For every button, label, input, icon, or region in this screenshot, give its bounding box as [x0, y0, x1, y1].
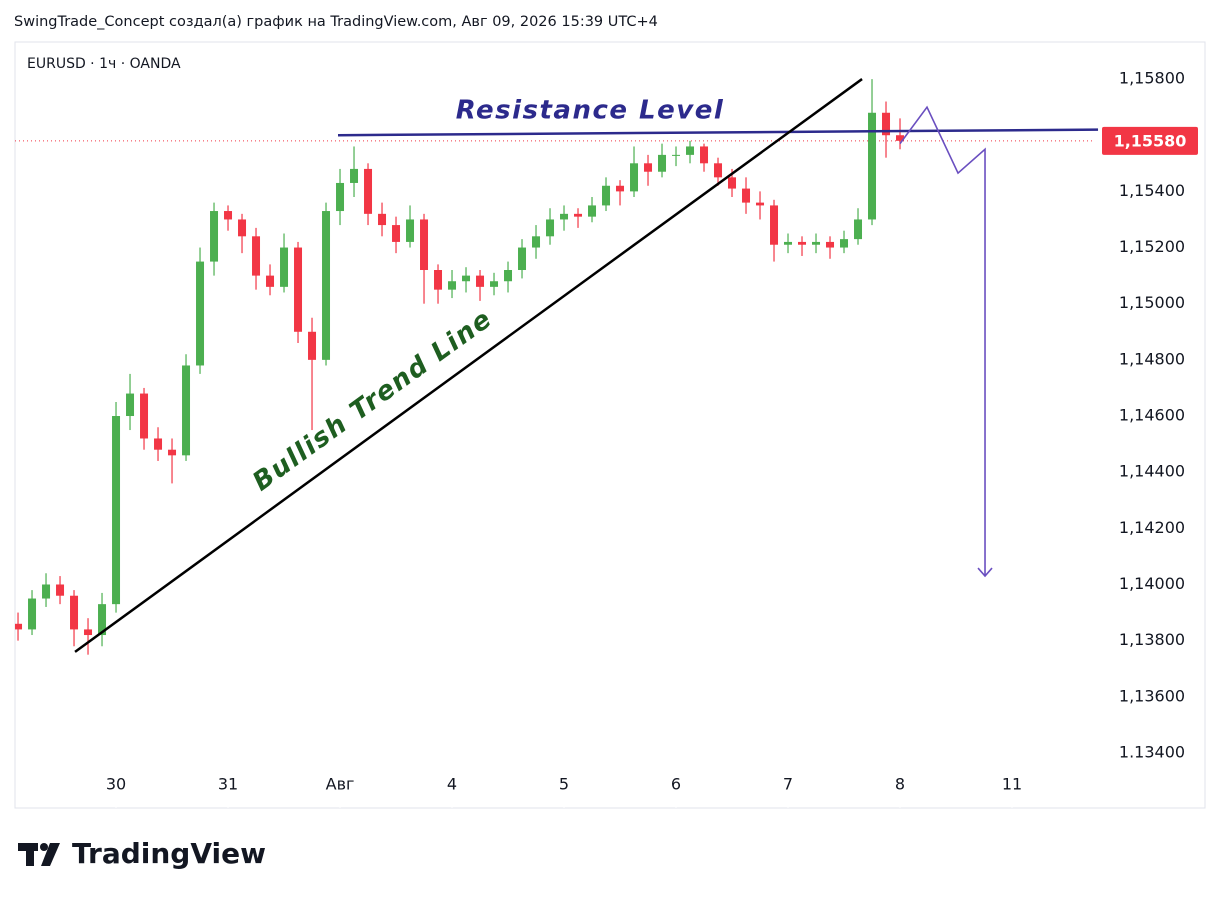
y-tick-label: 1,14000	[1119, 574, 1185, 593]
x-tick-label: 4	[447, 775, 457, 794]
last-price-label: 1,15580	[1114, 131, 1187, 150]
candle-body	[336, 182, 345, 212]
annotation-line	[74, 78, 863, 653]
x-tick-label: 31	[218, 775, 238, 794]
candle-body	[658, 154, 667, 172]
candle-body	[350, 168, 359, 183]
candle-body	[714, 163, 723, 178]
y-tick-label: 1.13400	[1119, 742, 1185, 761]
annotation-line	[337, 128, 1099, 137]
x-tick-label: 8	[895, 775, 905, 794]
candle-body	[84, 629, 93, 636]
candle-body	[532, 236, 541, 248]
candle-body	[644, 163, 653, 172]
candle-body	[56, 584, 65, 596]
candle-body	[476, 275, 485, 287]
candle-body	[238, 219, 247, 237]
candle-body	[182, 365, 191, 456]
candle-body	[322, 211, 331, 360]
candle-body	[840, 239, 849, 248]
candle-body	[798, 241, 807, 245]
y-tick-label: 1,15200	[1119, 237, 1185, 256]
candle-body	[406, 219, 415, 242]
candle-body	[518, 247, 527, 271]
candle-body	[504, 270, 513, 282]
candle-body	[196, 261, 205, 366]
candle-body	[434, 270, 443, 290]
x-tick-label: 7	[783, 775, 793, 794]
last-price-tag	[1102, 126, 1198, 155]
candle-body	[70, 595, 79, 630]
chart-frame	[14, 41, 1206, 809]
candle-body	[42, 584, 51, 599]
x-tick-label: 5	[559, 775, 569, 794]
candle-body	[672, 154, 681, 156]
candle-body	[770, 205, 779, 245]
candle-body	[168, 449, 177, 456]
candle-body	[868, 112, 877, 220]
y-tick-label: 1,15400	[1119, 181, 1185, 200]
candle-body	[28, 598, 37, 630]
candle-body	[364, 168, 373, 214]
x-tick-label: 6	[671, 775, 681, 794]
y-tick-label: 1,14200	[1119, 518, 1185, 537]
y-tick-label: 1,13600	[1119, 686, 1185, 705]
candle-body	[448, 281, 457, 290]
candle-body	[826, 241, 835, 248]
candle-body	[574, 213, 583, 217]
candle-body	[490, 281, 499, 287]
candle-body	[154, 438, 163, 450]
y-tick-label: 1,14600	[1119, 406, 1185, 425]
projection-path	[899, 105, 986, 577]
plot	[15, 79, 905, 655]
candle-body	[756, 202, 765, 206]
candle-body	[728, 177, 737, 189]
brand-name: TradingView	[72, 837, 266, 870]
candle-body	[294, 247, 303, 332]
candle-body	[602, 185, 611, 206]
candle-body	[378, 213, 387, 226]
candle-body	[126, 393, 135, 417]
candle-body	[784, 241, 793, 245]
candle-body	[546, 219, 555, 237]
candle-body	[896, 135, 905, 141]
candle-body	[266, 275, 275, 287]
candle-body	[280, 247, 289, 287]
x-tick-label: 11	[1002, 775, 1022, 794]
candle-body	[462, 275, 471, 282]
projection-arrowhead	[977, 567, 993, 578]
brand-logo	[18, 843, 60, 866]
candle-body	[420, 219, 429, 271]
candle-body	[882, 112, 891, 136]
candle-body	[112, 416, 121, 605]
candle-body	[742, 188, 751, 203]
candle-body	[616, 185, 625, 192]
candle-body	[588, 205, 597, 217]
x-tick-label: Авг	[326, 775, 355, 794]
candle-body	[812, 241, 821, 245]
candle-body	[15, 623, 23, 630]
x-tick-label: 30	[106, 775, 126, 794]
y-tick-label: 1,15800	[1119, 69, 1185, 88]
y-tick-label: 1,13800	[1119, 630, 1185, 649]
candle-body	[210, 211, 219, 262]
candle-body	[308, 331, 317, 360]
symbol-title: EURUSD · 1ч · OANDA	[27, 56, 181, 72]
candle-body	[392, 225, 401, 242]
candle-body	[224, 211, 233, 220]
candle-body	[700, 146, 709, 164]
candle-body	[630, 163, 639, 192]
candle-body	[686, 146, 695, 155]
candle-body	[98, 604, 107, 636]
candle-body	[854, 219, 863, 240]
resistance-label: Resistance Level	[456, 96, 725, 126]
y-tick-label: 1,14800	[1119, 349, 1185, 368]
candle-body	[560, 213, 569, 220]
header-credit: SwingTrade_Concept создал(а) график на T…	[14, 14, 658, 30]
candle-body	[140, 393, 149, 439]
y-tick-label: 1,15000	[1119, 293, 1185, 312]
candle-body	[252, 236, 261, 276]
y-tick-label: 1,14400	[1119, 462, 1185, 481]
